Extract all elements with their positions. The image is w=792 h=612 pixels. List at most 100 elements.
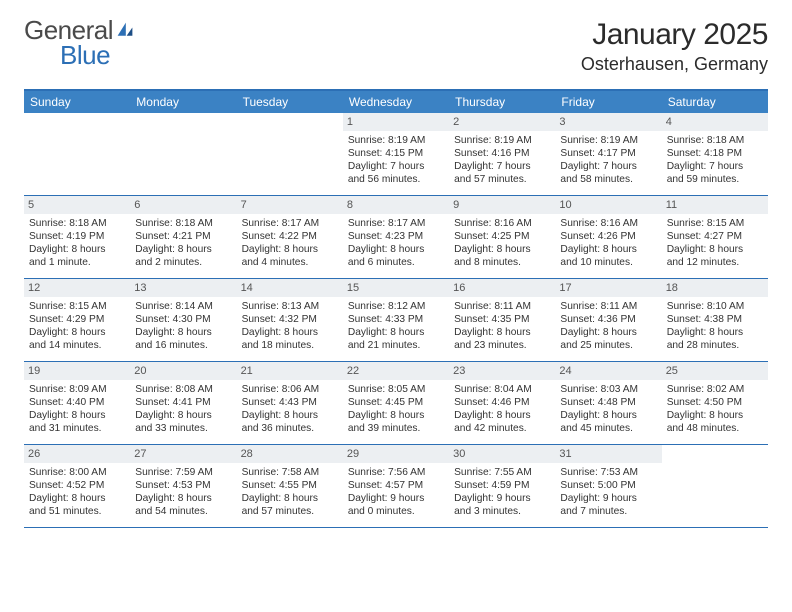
day-cell: 24Sunrise: 8:03 AMSunset: 4:48 PMDayligh…	[555, 362, 661, 444]
daylight-line: and 18 minutes.	[242, 339, 338, 352]
day-cell: 23Sunrise: 8:04 AMSunset: 4:46 PMDayligh…	[449, 362, 555, 444]
sunset-line: Sunset: 4:19 PM	[29, 230, 125, 243]
day-cell: 16Sunrise: 8:11 AMSunset: 4:35 PMDayligh…	[449, 279, 555, 361]
daylight-line: Daylight: 8 hours	[560, 243, 656, 256]
sunset-line: Sunset: 4:55 PM	[242, 479, 338, 492]
dayhead-tuesday: Tuesday	[237, 91, 343, 113]
location: Osterhausen, Germany	[581, 54, 768, 75]
sunrise-line: Sunrise: 8:14 AM	[135, 300, 231, 313]
day-cell: 11Sunrise: 8:15 AMSunset: 4:27 PMDayligh…	[662, 196, 768, 278]
sunset-line: Sunset: 4:45 PM	[348, 396, 444, 409]
day-cell: 9Sunrise: 8:16 AMSunset: 4:25 PMDaylight…	[449, 196, 555, 278]
sunset-line: Sunset: 4:59 PM	[454, 479, 550, 492]
daylight-line: Daylight: 8 hours	[454, 326, 550, 339]
daylight-line: Daylight: 8 hours	[454, 409, 550, 422]
day-number: 14	[237, 279, 343, 297]
day-cell: 18Sunrise: 8:10 AMSunset: 4:38 PMDayligh…	[662, 279, 768, 361]
day-cell: 7Sunrise: 8:17 AMSunset: 4:22 PMDaylight…	[237, 196, 343, 278]
sunset-line: Sunset: 4:27 PM	[667, 230, 763, 243]
day-number: 4	[662, 113, 768, 131]
daylight-line: and 59 minutes.	[667, 173, 763, 186]
sunrise-line: Sunrise: 7:55 AM	[454, 466, 550, 479]
day-number: 8	[343, 196, 449, 214]
day-number: 23	[449, 362, 555, 380]
daylight-line: and 51 minutes.	[29, 505, 125, 518]
sunrise-line: Sunrise: 8:19 AM	[454, 134, 550, 147]
week-row: 12Sunrise: 8:15 AMSunset: 4:29 PMDayligh…	[24, 279, 768, 362]
sunrise-line: Sunrise: 8:16 AM	[560, 217, 656, 230]
daylight-line: and 36 minutes.	[242, 422, 338, 435]
day-number: 1	[343, 113, 449, 131]
daylight-line: and 0 minutes.	[348, 505, 444, 518]
day-number: 25	[662, 362, 768, 380]
sunset-line: Sunset: 5:00 PM	[560, 479, 656, 492]
sunrise-line: Sunrise: 8:17 AM	[348, 217, 444, 230]
daylight-line: and 6 minutes.	[348, 256, 444, 269]
sunset-line: Sunset: 4:48 PM	[560, 396, 656, 409]
day-cell: 22Sunrise: 8:05 AMSunset: 4:45 PMDayligh…	[343, 362, 449, 444]
dayhead-friday: Friday	[555, 91, 661, 113]
day-number: 9	[449, 196, 555, 214]
sunrise-line: Sunrise: 8:18 AM	[29, 217, 125, 230]
day-cell: 26Sunrise: 8:00 AMSunset: 4:52 PMDayligh…	[24, 445, 130, 527]
day-cell: 4Sunrise: 8:18 AMSunset: 4:18 PMDaylight…	[662, 113, 768, 195]
day-number: 27	[130, 445, 236, 463]
sunrise-line: Sunrise: 8:17 AM	[242, 217, 338, 230]
daylight-line: and 2 minutes.	[135, 256, 231, 269]
daylight-line: Daylight: 8 hours	[242, 326, 338, 339]
sunset-line: Sunset: 4:21 PM	[135, 230, 231, 243]
day-cell: 21Sunrise: 8:06 AMSunset: 4:43 PMDayligh…	[237, 362, 343, 444]
sunrise-line: Sunrise: 7:58 AM	[242, 466, 338, 479]
day-cell: 15Sunrise: 8:12 AMSunset: 4:33 PMDayligh…	[343, 279, 449, 361]
daylight-line: and 14 minutes.	[29, 339, 125, 352]
day-cell: 5Sunrise: 8:18 AMSunset: 4:19 PMDaylight…	[24, 196, 130, 278]
day-number: 31	[555, 445, 661, 463]
daylight-line: Daylight: 7 hours	[454, 160, 550, 173]
daylight-line: Daylight: 8 hours	[135, 326, 231, 339]
sunrise-line: Sunrise: 8:03 AM	[560, 383, 656, 396]
daylight-line: and 10 minutes.	[560, 256, 656, 269]
day-cell	[24, 113, 130, 195]
day-number: 21	[237, 362, 343, 380]
sunset-line: Sunset: 4:52 PM	[29, 479, 125, 492]
daylight-line: and 48 minutes.	[667, 422, 763, 435]
sunrise-line: Sunrise: 8:19 AM	[348, 134, 444, 147]
sunset-line: Sunset: 4:53 PM	[135, 479, 231, 492]
daylight-line: Daylight: 8 hours	[135, 243, 231, 256]
day-cell: 25Sunrise: 8:02 AMSunset: 4:50 PMDayligh…	[662, 362, 768, 444]
day-number: 7	[237, 196, 343, 214]
daylight-line: Daylight: 8 hours	[667, 243, 763, 256]
day-cell: 30Sunrise: 7:55 AMSunset: 4:59 PMDayligh…	[449, 445, 555, 527]
daylight-line: Daylight: 9 hours	[560, 492, 656, 505]
sunset-line: Sunset: 4:22 PM	[242, 230, 338, 243]
logo-text-blue: Blue	[60, 40, 110, 70]
sunrise-line: Sunrise: 8:12 AM	[348, 300, 444, 313]
sunrise-line: Sunrise: 8:13 AM	[242, 300, 338, 313]
sunrise-line: Sunrise: 8:10 AM	[667, 300, 763, 313]
daylight-line: Daylight: 8 hours	[29, 326, 125, 339]
daylight-line: Daylight: 8 hours	[29, 492, 125, 505]
sunrise-line: Sunrise: 8:09 AM	[29, 383, 125, 396]
title-block: January 2025 Osterhausen, Germany	[581, 18, 768, 75]
sunrise-line: Sunrise: 7:59 AM	[135, 466, 231, 479]
day-cell: 1Sunrise: 8:19 AMSunset: 4:15 PMDaylight…	[343, 113, 449, 195]
header: GeneralBlue January 2025 Osterhausen, Ge…	[24, 18, 768, 75]
day-cell	[130, 113, 236, 195]
sunset-line: Sunset: 4:33 PM	[348, 313, 444, 326]
daylight-line: and 31 minutes.	[29, 422, 125, 435]
day-cell: 10Sunrise: 8:16 AMSunset: 4:26 PMDayligh…	[555, 196, 661, 278]
daylight-line: Daylight: 8 hours	[454, 243, 550, 256]
sunrise-line: Sunrise: 8:15 AM	[667, 217, 763, 230]
day-cell	[237, 113, 343, 195]
day-cell: 12Sunrise: 8:15 AMSunset: 4:29 PMDayligh…	[24, 279, 130, 361]
day-number: 2	[449, 113, 555, 131]
daylight-line: and 56 minutes.	[348, 173, 444, 186]
daylight-line: Daylight: 7 hours	[560, 160, 656, 173]
daylight-line: Daylight: 8 hours	[667, 409, 763, 422]
day-number: 20	[130, 362, 236, 380]
day-cell: 13Sunrise: 8:14 AMSunset: 4:30 PMDayligh…	[130, 279, 236, 361]
day-number: 22	[343, 362, 449, 380]
day-cell	[662, 445, 768, 527]
logo: GeneralBlue	[24, 18, 135, 67]
sunrise-line: Sunrise: 8:11 AM	[454, 300, 550, 313]
